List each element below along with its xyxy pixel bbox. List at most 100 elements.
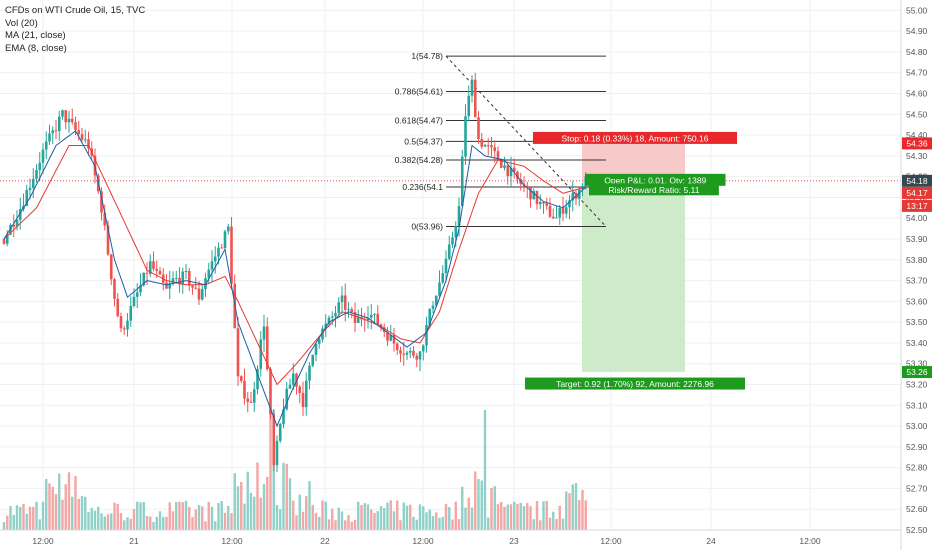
candle-body (269, 369, 272, 415)
volume-bar (545, 500, 548, 530)
candle-body (340, 295, 344, 303)
candle-body (480, 139, 484, 147)
volume-bar (542, 501, 545, 530)
candle-body (178, 277, 181, 285)
volume-bar (152, 521, 155, 530)
volume-bar (217, 503, 220, 530)
fibonacci-retracement: 1(54.78) 0.786(54.61) 0.618(54.47) 0.5(54.3… (395, 51, 607, 232)
price-axis: 55.00 54.90 54.80 54.70 54.60 54.50 54.40 54.30… (900, 0, 932, 550)
price-tick-label: 54.40 (906, 130, 928, 140)
candle-body (213, 256, 217, 262)
volume-bar (418, 504, 422, 530)
time-tick-label: 12:00 (412, 536, 434, 546)
volume-bar (67, 472, 71, 530)
volume-bar (425, 512, 428, 530)
candle-body (444, 258, 448, 274)
candle-body (41, 149, 45, 163)
volume-bar (269, 410, 272, 530)
candle-body (516, 171, 519, 180)
volume-bar (266, 476, 269, 530)
volume-bar (84, 496, 87, 530)
volume-bar (308, 481, 311, 530)
volume-bar (201, 506, 204, 530)
volume-bar (194, 509, 197, 530)
volume-bar (100, 513, 103, 530)
volume-bar (405, 505, 409, 530)
price-tick-label: 52.80 (906, 463, 928, 473)
volume-bar (461, 486, 464, 530)
price-tick-label: 53.20 (906, 380, 928, 390)
volume-bar (509, 504, 513, 530)
candle-body (408, 350, 412, 353)
candle-body (239, 376, 243, 381)
volume-bar (74, 475, 77, 530)
candle-body (428, 308, 432, 326)
price-tick-label: 52.70 (906, 483, 928, 493)
price-tick-label: 54.70 (906, 68, 928, 78)
candle-body (226, 226, 230, 232)
volume-bar (64, 484, 67, 530)
candle-body (434, 295, 438, 306)
candle-body (152, 261, 155, 269)
candle-body (457, 206, 461, 227)
current-price-label: 54.18 (906, 176, 928, 186)
candle-body (350, 309, 354, 313)
candle-body (561, 207, 565, 214)
volume-bar (366, 504, 370, 530)
target-price-label: 53.26 (906, 367, 928, 377)
candle-body (122, 328, 126, 330)
symbol-title[interactable]: CFDs on WTI Crude Oil, 15, TVC (5, 5, 146, 16)
ma-indicator-label[interactable]: MA (21, close) (5, 30, 66, 41)
volume-bar (324, 501, 327, 530)
volume-bar (32, 506, 35, 530)
candle-body (555, 217, 558, 219)
volume-bar (19, 506, 22, 530)
position-labels: Stop: 0.18 (0.33%) 18, Amount: 750.16 Ope… (0, 131, 901, 390)
volume-bar (548, 517, 552, 530)
candle-body (249, 401, 253, 403)
volume-bar (506, 504, 509, 530)
volume-bar (555, 518, 558, 530)
volume-bar (441, 516, 444, 530)
candle-body (506, 165, 510, 177)
volume-bar (474, 471, 477, 530)
volume-bar (565, 491, 568, 530)
candle-body (538, 202, 542, 205)
rr-label-bg (589, 183, 719, 196)
candle-body (473, 79, 477, 118)
candle-body (301, 392, 305, 408)
price-tick-label: 53.80 (906, 255, 928, 265)
candle-body (532, 190, 536, 200)
volume-bar (386, 502, 389, 530)
volume-bar (516, 503, 519, 530)
volume-bar (483, 410, 487, 530)
stop-label: Stop: 0.18 (0.33%) 18, Amount: 750.16 (562, 133, 709, 143)
candle-body (581, 188, 584, 190)
candle-body (490, 145, 493, 148)
volume-bar (103, 516, 106, 530)
volume-bar (412, 516, 415, 530)
volume-bar (337, 507, 340, 530)
fib-level-label: 0.618(54.47) (395, 116, 443, 126)
candle-body (321, 328, 324, 340)
candle-body (386, 332, 389, 341)
volume-bar (275, 504, 279, 530)
price-tick-label: 54.30 (906, 151, 928, 161)
ema-indicator-label[interactable]: EMA (8, close) (5, 42, 67, 54)
candle-body (441, 273, 445, 283)
price-tick-label: 54.90 (906, 26, 928, 36)
candle-body (542, 202, 545, 204)
current-price-label-bg (902, 174, 932, 187)
volume-bar (77, 498, 80, 530)
volume-bar (301, 511, 305, 530)
candle-body (184, 270, 188, 272)
vol-indicator-label[interactable]: Vol (20) (5, 17, 38, 29)
volume-bar (106, 514, 110, 530)
price-tick-label: 53.40 (906, 338, 928, 348)
candle-body (467, 95, 471, 117)
volume-bar (38, 519, 41, 530)
candle-body (2, 239, 6, 244)
candle-body (9, 224, 12, 235)
